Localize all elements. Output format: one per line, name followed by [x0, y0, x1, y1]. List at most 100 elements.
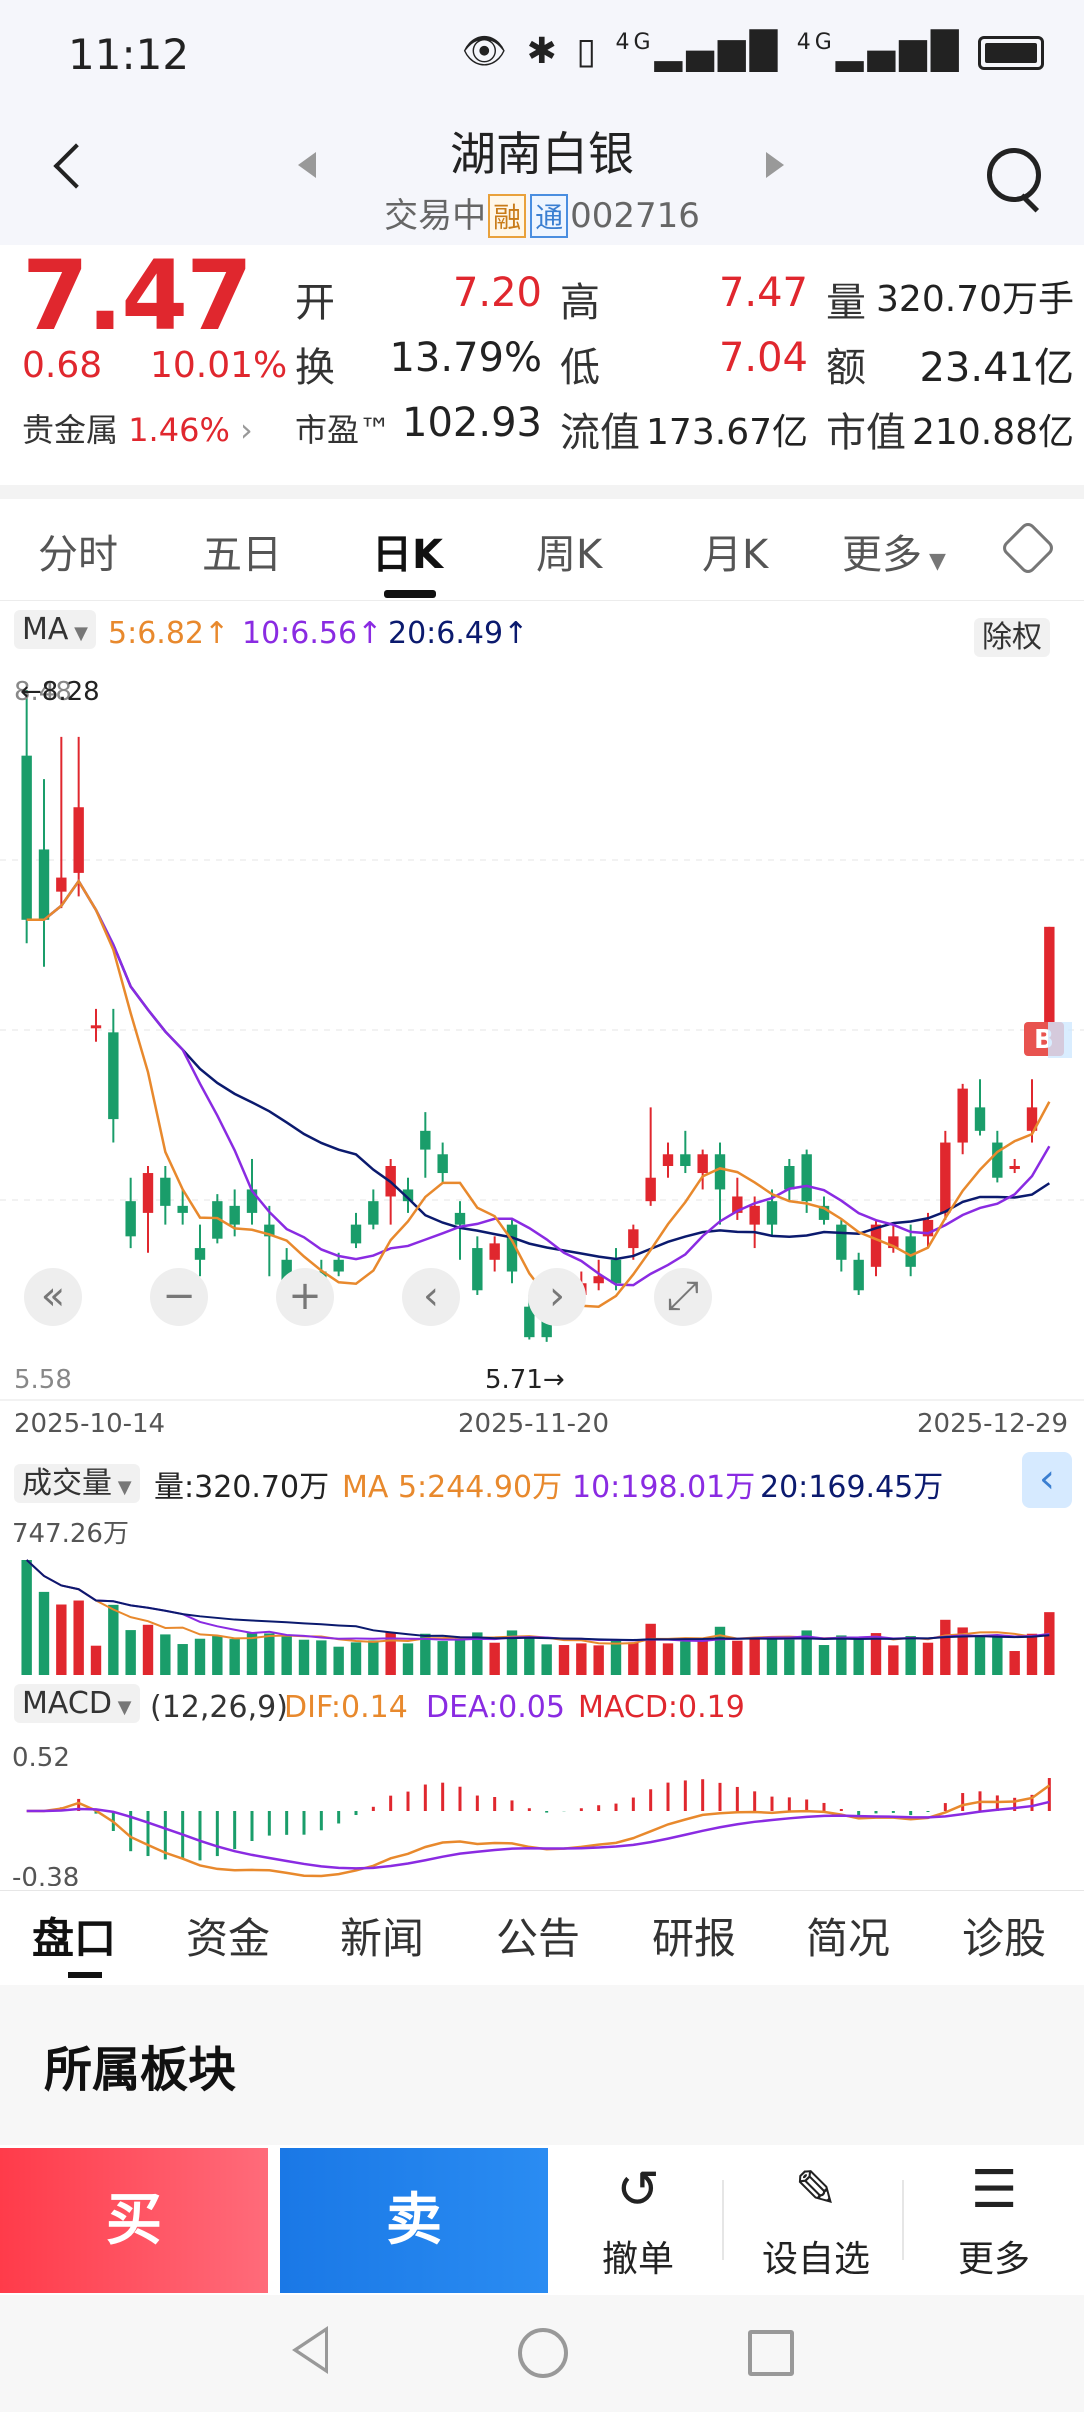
candle-body [350, 1224, 362, 1244]
status-bar: 11:12 👁 ✱ ▯ 4G▂▄▆█ 4G▂▄▆█ [0, 0, 1084, 120]
volume-bar [298, 1639, 310, 1675]
candle-body [922, 1219, 934, 1237]
tab-profile[interactable]: 简况 [806, 1914, 891, 1963]
volume-bar [593, 1645, 604, 1675]
candle-body [680, 1154, 691, 1166]
tab-five-day[interactable]: 五日 [202, 532, 282, 578]
ma10-line [26, 878, 1051, 1287]
cancel-order-icon: ↺ [616, 2160, 660, 2220]
volume-bar [940, 1619, 951, 1675]
high-marker: ←8.28 [20, 677, 100, 707]
tab-research[interactable]: 研报 [652, 1914, 737, 1963]
add-watchlist-button[interactable]: ✎ 设自选 [726, 2160, 906, 2282]
volume-selector[interactable]: 成交量 ▼ [14, 1458, 140, 1503]
volume-bar [801, 1630, 812, 1675]
candle-body [125, 1201, 136, 1237]
volume-bar [628, 1642, 639, 1675]
volume-bar [870, 1633, 882, 1675]
chart-tabs [0, 500, 1084, 601]
ma5-value: 5:6.82↑ [108, 616, 230, 651]
macd-params: (12,26,9) [150, 1690, 288, 1725]
volume-bar [194, 1638, 206, 1675]
zoom-out-icon[interactable]: − [150, 1268, 208, 1326]
buy-button[interactable]: 买 [0, 2148, 268, 2293]
volume-bar [281, 1636, 292, 1675]
volume-ma20: 20:169.45万 [760, 1470, 944, 1505]
more-button[interactable]: ☰ 更多 [904, 2160, 1084, 2282]
nav-home-icon[interactable] [518, 2328, 568, 2378]
tab-intraday[interactable]: 分时 [38, 532, 118, 578]
fullscreen-icon[interactable]: ⤢ [654, 1268, 712, 1326]
signal-4g-icon: 4G [615, 30, 655, 55]
candle-body [437, 1154, 448, 1174]
quote-panel [0, 245, 1084, 485]
cancel-order-button[interactable]: ↺ 撤单 [548, 2160, 728, 2282]
adjust-button[interactable]: 除权 [974, 612, 1050, 657]
caret-down-icon: ▼ [68, 623, 88, 644]
sector-pct: 1.46% [128, 411, 230, 449]
volume-bar [385, 1632, 396, 1675]
search-icon[interactable] [987, 148, 1041, 202]
volume-bar [368, 1640, 379, 1675]
macd-dif: DIF:0.14 [284, 1690, 408, 1725]
candle-body [940, 1142, 951, 1213]
ma10-value: 10:6.56↑ [242, 616, 383, 651]
candle-body [38, 849, 50, 920]
caret-down-icon: ▼ [112, 1477, 132, 1498]
tab-news[interactable]: 新闻 [340, 1914, 425, 1963]
turnover-value: 13.79% [389, 335, 542, 381]
volume-bar [576, 1643, 587, 1675]
candle-body [593, 1276, 604, 1284]
tab-announcements[interactable]: 公告 [496, 1914, 581, 1963]
volume-bar [992, 1635, 1003, 1675]
scroll-right-icon[interactable]: › [528, 1268, 586, 1326]
volume-chart: 747.26万 [12, 1519, 1055, 1675]
tab-diagnosis[interactable]: 诊股 [962, 1914, 1047, 1963]
volume-bar [1044, 1612, 1055, 1675]
connect-tag: 通 [530, 194, 569, 238]
sector-link[interactable]: 贵金属 1.46% › [22, 405, 253, 451]
candle-body [784, 1166, 795, 1190]
candle-body [90, 1025, 102, 1029]
page-title: 湖南白银 [450, 127, 634, 181]
volume-bar [662, 1643, 674, 1675]
volume-bar [766, 1638, 778, 1675]
ma-selector[interactable]: MA ▼ [14, 610, 96, 649]
macd-axis-bottom: -0.38 [12, 1863, 79, 1886]
nav-recents-icon[interactable] [748, 2330, 794, 2376]
candle-body [229, 1205, 240, 1225]
zoom-in-icon[interactable]: + [276, 1268, 334, 1326]
macd-chart: 0.52 -0.38 [12, 1743, 1051, 1886]
tab-orderbook[interactable]: 盘口 [32, 1914, 117, 1963]
scroll-left-icon[interactable]: ‹ [402, 1268, 460, 1326]
tab-daily-k[interactable]: 日K [372, 532, 443, 578]
kline-chart[interactable]: 8.48 ←8.28 5.71→ 5.58 2025-10-14 2025-11… [0, 670, 1084, 1440]
macd-dea-line [26, 1800, 1050, 1870]
sell-button[interactable]: 卖 [280, 2148, 548, 2293]
macd-axis-top: 0.52 [12, 1743, 70, 1773]
market-cap-label: 市值 [826, 410, 906, 456]
ma20-line [26, 878, 1051, 1261]
rewind-icon[interactable]: « [24, 1268, 82, 1326]
volume-bar [714, 1626, 726, 1675]
prev-stock-icon[interactable] [298, 152, 316, 178]
next-stock-icon[interactable] [766, 152, 784, 178]
tab-weekly-k[interactable]: 周K [536, 532, 603, 578]
volume-bar [472, 1632, 483, 1675]
caret-down-icon: ▼ [922, 549, 946, 574]
tab-more[interactable]: 更多 ▼ [842, 532, 946, 578]
volume-bar [1009, 1651, 1020, 1675]
collapse-panel-icon[interactable]: ‹ [1022, 1452, 1072, 1508]
volume-ma20-line [25, 1559, 1050, 1642]
high-label: 高 [560, 280, 600, 326]
tab-funds[interactable]: 资金 [186, 1914, 271, 1963]
candle-body [957, 1088, 968, 1143]
candle-body [1026, 1107, 1038, 1131]
volume-value-label: 量:320.70万 [154, 1470, 330, 1505]
candle-body [853, 1259, 864, 1291]
tab-monthly-k[interactable]: 月K [702, 532, 769, 578]
volume-bar [90, 1645, 102, 1675]
macd-selector[interactable]: MACD ▼ [14, 1684, 140, 1723]
candle-body [368, 1201, 379, 1225]
candle-body [628, 1229, 639, 1249]
